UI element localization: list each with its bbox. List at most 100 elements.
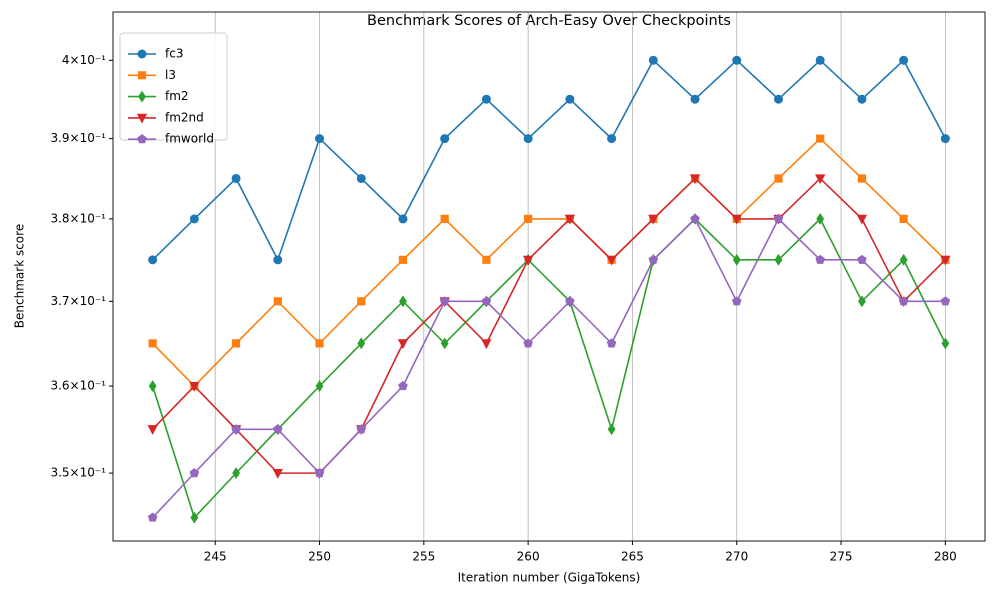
marker bbox=[273, 424, 283, 434]
marker bbox=[690, 94, 700, 104]
x-tick-label: 255 bbox=[412, 550, 435, 564]
marker bbox=[231, 339, 241, 348]
marker bbox=[815, 174, 826, 185]
marker bbox=[940, 296, 951, 306]
marker bbox=[731, 214, 742, 225]
y-tick-label: 3.7×10⁻¹ bbox=[50, 294, 106, 308]
marker bbox=[440, 214, 449, 223]
marker bbox=[815, 254, 825, 264]
series-line bbox=[152, 217, 946, 519]
marker bbox=[941, 337, 950, 350]
marker bbox=[898, 296, 909, 306]
marker bbox=[356, 173, 366, 183]
marker bbox=[607, 134, 617, 144]
marker bbox=[315, 339, 324, 348]
marker bbox=[774, 253, 783, 266]
marker bbox=[523, 134, 533, 144]
x-tick-label: 245 bbox=[204, 550, 227, 564]
y-tick-label: 4×10⁻¹ bbox=[62, 53, 106, 67]
marker bbox=[231, 173, 241, 183]
marker bbox=[731, 296, 742, 306]
marker bbox=[136, 113, 148, 124]
marker bbox=[137, 49, 147, 59]
marker bbox=[189, 214, 199, 224]
marker bbox=[232, 467, 240, 480]
marker bbox=[564, 214, 575, 225]
marker bbox=[816, 134, 825, 143]
marker bbox=[732, 55, 742, 65]
marker bbox=[481, 339, 492, 350]
series-line bbox=[152, 137, 946, 388]
legend-label: fmworld bbox=[165, 132, 214, 146]
marker bbox=[690, 213, 700, 223]
marker bbox=[857, 174, 867, 183]
chart-title: Benchmark Scores of Arch-Easy Over Check… bbox=[367, 13, 731, 29]
marker bbox=[148, 339, 157, 348]
marker bbox=[565, 94, 575, 104]
marker bbox=[397, 339, 409, 350]
plot-frame bbox=[112, 11, 986, 542]
marker bbox=[315, 134, 325, 144]
marker bbox=[899, 253, 908, 266]
marker bbox=[481, 94, 491, 104]
marker bbox=[857, 254, 867, 264]
marker bbox=[314, 468, 325, 478]
marker bbox=[481, 296, 492, 306]
marker bbox=[899, 55, 909, 65]
x-tick-label: 265 bbox=[621, 550, 644, 564]
marker bbox=[482, 255, 491, 264]
series-line bbox=[151, 217, 947, 520]
series-line bbox=[152, 59, 947, 262]
marker bbox=[774, 174, 783, 183]
marker bbox=[773, 213, 784, 223]
marker bbox=[857, 94, 867, 104]
marker bbox=[315, 380, 324, 392]
marker bbox=[137, 71, 147, 80]
marker bbox=[524, 214, 533, 223]
marker bbox=[523, 338, 533, 348]
marker bbox=[398, 255, 408, 264]
x-tick-label: 260 bbox=[517, 550, 540, 564]
legend-label: l3 bbox=[165, 68, 176, 82]
legend-label: fm2 bbox=[165, 89, 189, 103]
marker bbox=[398, 214, 408, 224]
marker bbox=[732, 253, 741, 266]
marker bbox=[523, 255, 534, 266]
marker bbox=[606, 255, 617, 266]
marker bbox=[606, 338, 617, 348]
marker bbox=[940, 255, 951, 266]
marker bbox=[816, 212, 825, 225]
marker bbox=[940, 134, 950, 144]
y-tick-label: 3.5×10⁻¹ bbox=[50, 466, 106, 480]
legend: fc3 l3 fm2 fm2nd fmworld bbox=[119, 32, 228, 146]
legend-label: fm2nd bbox=[165, 110, 204, 124]
marker bbox=[648, 55, 658, 65]
marker bbox=[440, 134, 450, 144]
marker bbox=[357, 337, 366, 350]
legend-label: fc3 bbox=[165, 47, 183, 61]
x-tick-label: 250 bbox=[308, 550, 331, 564]
marker bbox=[272, 469, 283, 479]
y-tick-label: 3.6×10⁻¹ bbox=[50, 379, 106, 393]
marker bbox=[399, 295, 407, 308]
marker bbox=[648, 254, 659, 264]
marker bbox=[138, 90, 146, 103]
marker bbox=[273, 297, 282, 306]
legend-box bbox=[119, 32, 228, 141]
marker bbox=[147, 425, 158, 435]
marker bbox=[773, 94, 783, 104]
marker bbox=[189, 381, 200, 392]
y-tick-label: 3.9×10⁻¹ bbox=[50, 131, 106, 145]
marker bbox=[607, 423, 616, 436]
x-axis-label: Iteration number (GigaTokens) bbox=[458, 571, 641, 585]
marker bbox=[231, 424, 241, 434]
marker bbox=[440, 337, 449, 350]
marker bbox=[648, 214, 659, 225]
marker bbox=[565, 296, 575, 306]
marker bbox=[439, 296, 450, 306]
marker bbox=[148, 255, 158, 265]
marker bbox=[815, 55, 825, 65]
marker bbox=[137, 134, 147, 144]
